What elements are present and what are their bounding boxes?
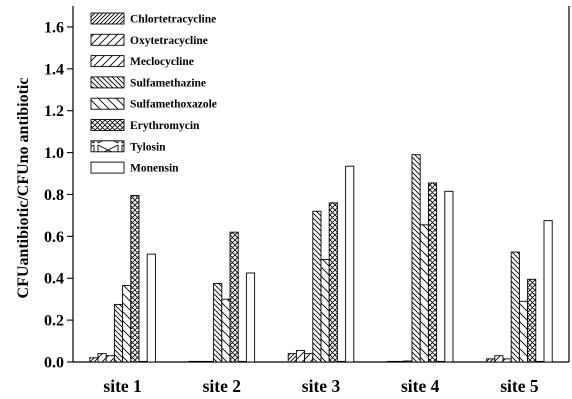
bar — [419, 224, 429, 363]
bar — [196, 360, 206, 363]
y-tick-label: 0.0 — [44, 355, 64, 372]
bar — [436, 360, 446, 363]
x-tick-label: site 3 — [302, 376, 341, 396]
bar — [336, 360, 347, 363]
bar — [510, 251, 520, 363]
y-tick-label: 0.2 — [44, 313, 64, 330]
legend-label: Erythromycin — [130, 120, 200, 132]
bar — [312, 210, 322, 363]
bar — [543, 220, 553, 363]
legend: Chlortetracycline Oxytetracycline Meclocyc… — [90, 12, 217, 175]
bar — [486, 358, 496, 363]
bar-group — [89, 154, 553, 363]
y-tick-group: 0.0 0.2 0.4 0.6 0.8 1.0 1.2 1.4 1.6 — [44, 19, 73, 372]
legend-label: Oxytetracycline — [130, 35, 208, 47]
x-tick-label: site 2 — [203, 376, 241, 396]
bar — [122, 285, 132, 363]
bar — [345, 165, 355, 363]
legend-swatch — [90, 97, 125, 110]
legend-swatch — [90, 161, 125, 174]
legend-swatch — [90, 33, 125, 46]
legend-label: Sulfamethazine — [130, 77, 206, 89]
bar — [328, 202, 338, 363]
bar — [188, 360, 198, 363]
legend-swatch — [90, 76, 125, 89]
legend-swatch — [90, 140, 125, 153]
y-tick-label: 1.6 — [44, 19, 64, 36]
bar — [138, 360, 148, 363]
bar — [395, 360, 405, 363]
bar — [97, 353, 107, 363]
bar — [403, 360, 413, 363]
bar — [411, 154, 421, 363]
bar — [221, 298, 231, 363]
legend-label: Tylosin — [130, 141, 166, 153]
bar — [518, 300, 529, 363]
bar — [287, 353, 297, 363]
bar — [320, 258, 330, 363]
x-tick-label: site 1 — [103, 376, 141, 396]
y-tick-label: 1.4 — [44, 61, 64, 78]
legend-label: Sulfamethoxazole — [130, 99, 217, 111]
y-tick-label: 1.2 — [44, 103, 64, 120]
bar — [295, 350, 306, 363]
bar — [130, 195, 140, 363]
x-tick-group: site 1 site 2 site 3 site 4 site 5 — [103, 376, 538, 396]
legend-swatch — [90, 119, 125, 131]
bar — [304, 353, 314, 363]
legend-swatch — [90, 12, 125, 25]
bar — [535, 360, 545, 363]
legend-label: Monensin — [130, 163, 179, 175]
x-tick-label: site 5 — [500, 376, 539, 396]
bar — [527, 278, 537, 363]
y-axis-label: CFUantibiotic/CFUno antibiotic — [15, 78, 32, 299]
legend-swatch — [90, 55, 125, 68]
bar — [245, 272, 256, 363]
y-tick-label: 0.8 — [44, 187, 64, 204]
bar — [105, 355, 115, 363]
bar — [146, 253, 156, 363]
y-tick-label: 0.6 — [44, 229, 64, 246]
bar — [204, 360, 215, 363]
legend-label: Meclocycline — [130, 56, 194, 68]
legend-label: Chlortetracycline — [130, 14, 216, 26]
bar — [237, 360, 247, 363]
bar — [427, 182, 438, 363]
bar — [494, 355, 504, 363]
bar — [502, 358, 512, 363]
bar — [213, 283, 223, 363]
bar — [229, 231, 239, 363]
bar — [113, 303, 124, 363]
x-tick-label: site 4 — [401, 376, 440, 396]
y-tick-label: 1.0 — [44, 145, 64, 162]
y-tick-label: 0.4 — [44, 271, 64, 288]
bar — [386, 360, 397, 363]
bar — [444, 190, 454, 363]
bar — [89, 357, 99, 363]
